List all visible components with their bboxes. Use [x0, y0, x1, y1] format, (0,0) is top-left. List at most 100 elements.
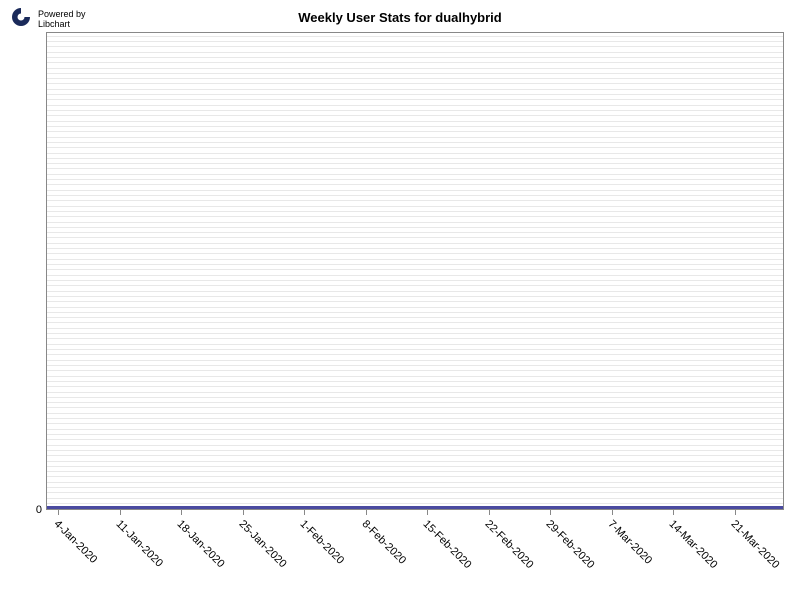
gridline [47, 211, 783, 212]
gridline [47, 482, 783, 483]
gridline [47, 36, 783, 37]
gridline [47, 147, 783, 148]
x-tick-label: 11-Jan-2020 [113, 518, 165, 570]
gridline [47, 312, 783, 313]
gridline [47, 62, 783, 63]
chart-title: Weekly User Stats for dualhybrid [0, 10, 800, 25]
gridline [47, 168, 783, 169]
gridline [47, 466, 783, 467]
gridline [47, 392, 783, 393]
x-tick-mark [550, 510, 551, 515]
x-tick-mark [673, 510, 674, 515]
y-tick-label: 0 [32, 504, 42, 516]
gridline [47, 360, 783, 361]
x-tick-label: 25-Jan-2020 [236, 518, 288, 570]
gridline [47, 322, 783, 323]
gridline [47, 99, 783, 100]
plot-area [46, 32, 784, 510]
x-tick-label: 4-Jan-2020 [52, 518, 100, 566]
gridline [47, 429, 783, 430]
gridline [47, 296, 783, 297]
x-tick-mark [489, 510, 490, 515]
gridline [47, 269, 783, 270]
gridline [47, 174, 783, 175]
x-tick-label: 21-Mar-2020 [728, 518, 781, 571]
gridline [47, 461, 783, 462]
gridline [47, 354, 783, 355]
gridline [47, 105, 783, 106]
gridline [47, 57, 783, 58]
gridline [47, 317, 783, 318]
gridline [47, 434, 783, 435]
gridline [47, 190, 783, 191]
gridline [47, 301, 783, 302]
gridline [47, 264, 783, 265]
gridline [47, 253, 783, 254]
gridline [47, 179, 783, 180]
gridline [47, 232, 783, 233]
gridline [47, 476, 783, 477]
x-tick-mark [181, 510, 182, 515]
x-tick-mark [427, 510, 428, 515]
gridline [47, 78, 783, 79]
gridline [47, 248, 783, 249]
x-tick-label: 14-Mar-2020 [667, 518, 720, 571]
gridline [47, 397, 783, 398]
gridline [47, 328, 783, 329]
gridline [47, 338, 783, 339]
gridline [47, 200, 783, 201]
gridline [47, 307, 783, 308]
gridline [47, 142, 783, 143]
gridline [47, 365, 783, 366]
gridline [47, 89, 783, 90]
gridline [47, 237, 783, 238]
gridline [47, 115, 783, 116]
gridline [47, 158, 783, 159]
gridline [47, 259, 783, 260]
gridline [47, 206, 783, 207]
gridline [47, 418, 783, 419]
gridline [47, 216, 783, 217]
gridline [47, 68, 783, 69]
gridline [47, 280, 783, 281]
gridline [47, 344, 783, 345]
gridline [47, 439, 783, 440]
gridline [47, 381, 783, 382]
gridline [47, 52, 783, 53]
x-tick-label: 29-Feb-2020 [544, 518, 597, 571]
x-tick-mark [366, 510, 367, 515]
gridline [47, 386, 783, 387]
gridline [47, 163, 783, 164]
gridline [47, 376, 783, 377]
gridline [47, 455, 783, 456]
gridline [47, 407, 783, 408]
gridline [47, 94, 783, 95]
x-tick-mark [735, 510, 736, 515]
gridline [47, 137, 783, 138]
x-tick-label: 8-Feb-2020 [359, 518, 408, 567]
x-tick-label: 1-Feb-2020 [298, 518, 347, 567]
gridline [47, 41, 783, 42]
gridline [47, 131, 783, 132]
gridline [47, 121, 783, 122]
x-tick-mark [120, 510, 121, 515]
plot-baseline [47, 506, 783, 509]
gridline [47, 487, 783, 488]
x-tick-label: 7-Mar-2020 [605, 518, 654, 567]
gridline [47, 498, 783, 499]
gridline [47, 243, 783, 244]
gridline [47, 285, 783, 286]
x-tick-mark [58, 510, 59, 515]
x-tick-label: 18-Jan-2020 [175, 518, 227, 570]
gridline [47, 402, 783, 403]
gridline [47, 370, 783, 371]
x-tick-mark [612, 510, 613, 515]
x-tick-label: 15-Feb-2020 [421, 518, 474, 571]
gridline [47, 333, 783, 334]
gridline [47, 184, 783, 185]
x-tick-mark [243, 510, 244, 515]
x-tick-mark [304, 510, 305, 515]
gridline [47, 73, 783, 74]
gridline [47, 153, 783, 154]
gridline [47, 471, 783, 472]
